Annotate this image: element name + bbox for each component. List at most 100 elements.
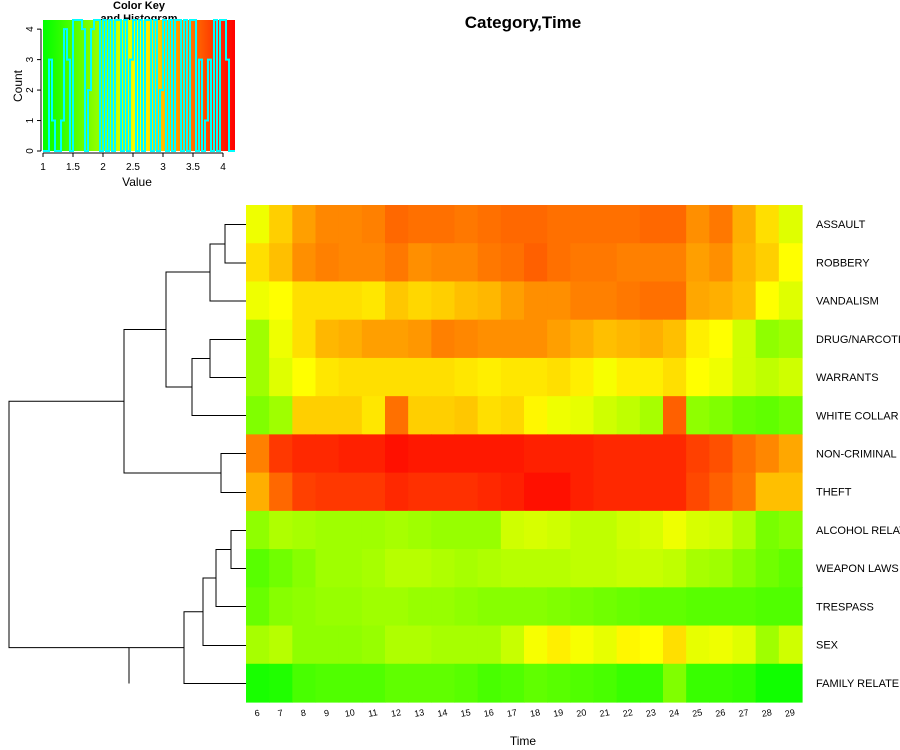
- heatmap-cell: [500, 472, 525, 512]
- heatmap-cell: [246, 663, 270, 703]
- heatmap-cell: [547, 625, 571, 665]
- color-key-title: Color Key: [113, 0, 166, 12]
- heatmap-cell: [755, 663, 780, 703]
- heatmap-cell: [477, 357, 502, 397]
- heatmap-cell: [500, 625, 525, 665]
- heatmap-cell: [454, 243, 479, 283]
- heatmap-cell: [616, 319, 641, 359]
- column-label: 23: [645, 707, 657, 719]
- heatmap-cell: [408, 357, 432, 397]
- dendrogram-branch: [191, 358, 246, 416]
- heatmap-cell: [547, 357, 571, 397]
- heatmap-cell: [500, 205, 525, 244]
- column-label: 17: [506, 707, 518, 719]
- heatmap-cell: [315, 587, 340, 627]
- heatmap-cell: [408, 319, 432, 359]
- color-key-x-tick-label: 1.5: [66, 162, 80, 173]
- heatmap-cell: [524, 205, 548, 244]
- heatmap-cell: [663, 472, 687, 512]
- color-key-x-tick-label: 2.5: [126, 162, 140, 173]
- heatmap-cell: [639, 472, 664, 512]
- heatmap-cell: [269, 472, 293, 512]
- heatmap-cell: [547, 663, 571, 703]
- column-label: 27: [738, 707, 750, 719]
- heatmap-cell: [709, 663, 734, 703]
- heatmap-cell: [315, 243, 340, 283]
- column-labels: 6 7 8 9 10 11 12 13 14 15 16 17 18 19 20 21 22 23 24 25 26 27…: [254, 707, 796, 719]
- heatmap-cell: [778, 281, 803, 321]
- color-key-x-tick-label: 1: [40, 162, 46, 173]
- heatmap-cell: [431, 357, 456, 397]
- color-key-x-tick-label: 2: [100, 162, 106, 173]
- heatmap-cell: [246, 281, 270, 321]
- heatmap-cell: [246, 396, 270, 435]
- heatmap-cell: [524, 663, 548, 703]
- heatmap-cell: [570, 434, 595, 474]
- heatmap-cell: [500, 587, 525, 627]
- heatmap-cell: [477, 472, 502, 512]
- heatmap-cell: [338, 357, 363, 397]
- heatmap-cell: [663, 205, 687, 244]
- heatmap-cell: [431, 243, 456, 283]
- heatmap-cell: [732, 205, 757, 244]
- heatmap-cell: [338, 472, 363, 512]
- heatmap-cell: [732, 396, 757, 435]
- heatmap-cell: [361, 549, 386, 588]
- color-key-y-tick-label: 4: [25, 26, 36, 32]
- row-label: ROBBERY: [816, 257, 870, 269]
- heatmap-cell: [593, 434, 618, 474]
- color-key-y-tick-label: 1: [25, 117, 36, 123]
- heatmap-cell: [570, 357, 595, 397]
- heatmap-cell: [524, 434, 548, 474]
- heatmap-cells: [246, 205, 803, 703]
- heatmap-cell: [616, 281, 641, 321]
- heatmap-cell: [246, 434, 270, 474]
- heatmap-cell: [778, 663, 803, 703]
- heatmap-cell: [408, 281, 432, 321]
- heatmap-cell: [570, 549, 595, 588]
- heatmap-cell: [778, 625, 803, 665]
- heatmap-cell: [593, 549, 618, 588]
- heatmap-cell: [361, 663, 386, 703]
- heatmap-cell: [477, 434, 502, 474]
- color-key-x-tick-label: 4: [220, 162, 226, 173]
- heatmap-cell: [663, 319, 687, 359]
- heatmap-cell: [755, 510, 780, 550]
- heatmap-cell: [500, 510, 525, 550]
- heatmap-cell: [338, 205, 363, 244]
- heatmap-cell: [570, 243, 595, 283]
- heatmap-cell: [338, 243, 363, 283]
- histogram-line: [43, 19, 235, 152]
- heatmap-cell: [639, 625, 664, 665]
- heatmap-cell: [454, 319, 479, 359]
- heatmap-cell: [500, 549, 525, 588]
- color-key-y-tick-label: 0: [25, 148, 36, 154]
- column-label: 25: [691, 707, 703, 719]
- row-label: VANDALISM: [816, 296, 879, 308]
- heatmap-cell: [709, 205, 734, 244]
- heatmap-cell: [593, 510, 618, 550]
- heatmap-cell: [431, 319, 456, 359]
- heatmap-cell: [593, 281, 618, 321]
- column-label: 7: [277, 708, 284, 719]
- heatmap-cell: [431, 587, 456, 627]
- heatmap-cell: [477, 663, 502, 703]
- color-key-x-tick-label: 3.5: [186, 162, 200, 173]
- column-label: 20: [576, 707, 588, 719]
- heatmap-cell: [663, 396, 687, 435]
- heatmap-cell: [709, 472, 734, 512]
- row-label: WARRANTS: [816, 372, 879, 384]
- heatmap-cell: [431, 205, 456, 244]
- heatmap-cell: [385, 587, 409, 627]
- color-key-x-tick-label: 3: [160, 162, 166, 173]
- heatmap-cell: [639, 396, 664, 435]
- heatmap-cell: [686, 319, 710, 359]
- heatmap-cell: [477, 510, 502, 550]
- heatmap-cell: [778, 396, 803, 435]
- heatmap-cell: [385, 281, 409, 321]
- heatmap-cell: [292, 281, 317, 321]
- heatmap-cell: [593, 319, 618, 359]
- heatmap-cell: [246, 243, 270, 283]
- heatmap-cell: [246, 510, 270, 550]
- column-label: 26: [715, 707, 727, 719]
